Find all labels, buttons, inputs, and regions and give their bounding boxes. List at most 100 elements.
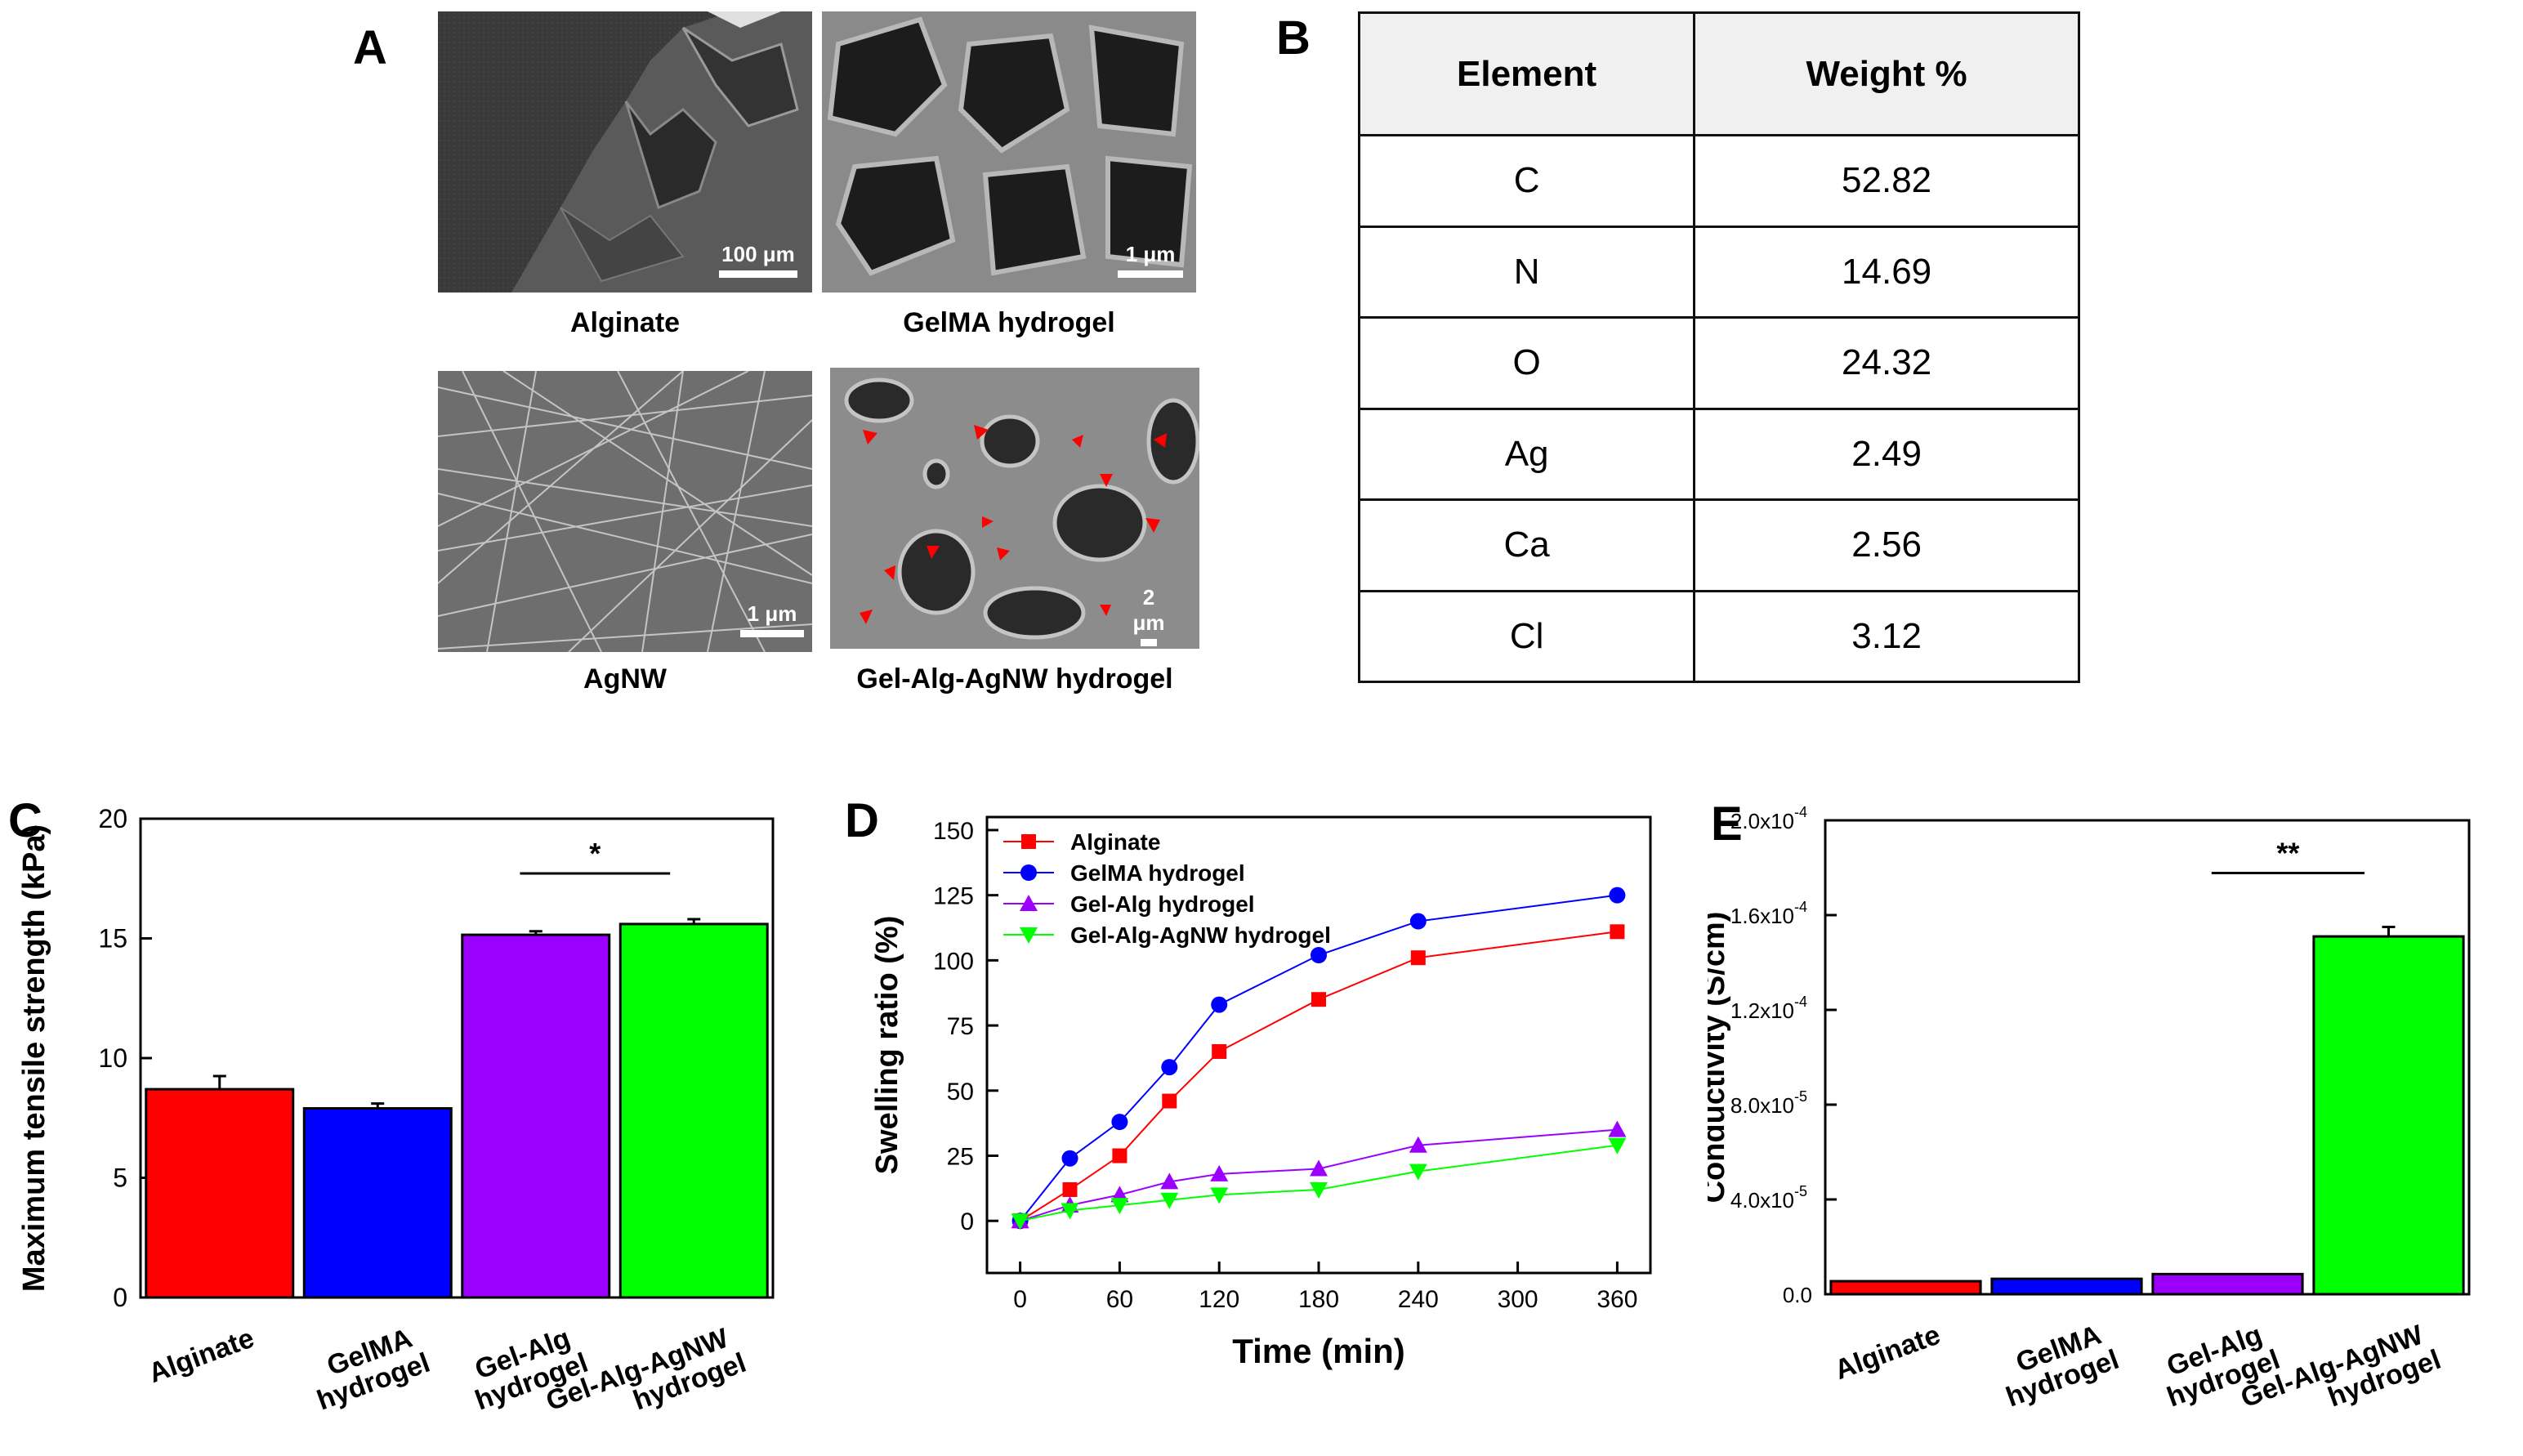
y-tick-label: 5 (113, 1163, 127, 1193)
element-cell: N (1357, 225, 1696, 319)
data-point (1608, 1137, 1627, 1155)
y-tick-exponent: -4 (1794, 804, 1807, 820)
element-cell: Ca (1357, 498, 1696, 592)
data-point (1210, 1164, 1229, 1181)
significance-label: * (589, 837, 601, 870)
scale-bar-label: 1 μm (747, 601, 797, 626)
y-tick-label: 15 (98, 924, 127, 954)
y-tick-label: 20 (98, 804, 127, 833)
y-tick-label: 2.0x10 (1730, 809, 1794, 833)
scale-bar-label: 100 μm (721, 242, 795, 266)
table-row: N 14.69 (1357, 225, 2080, 319)
bar-2 (302, 1107, 453, 1299)
weight-cell: 52.82 (1693, 134, 2080, 228)
weight-cell: 2.49 (1693, 407, 2080, 501)
sem-caption-gelma: GelMA hydrogel (903, 307, 1115, 338)
scale-bar-label: 1 μm (1125, 242, 1176, 266)
bar-4 (2312, 935, 2465, 1296)
data-point (1212, 1043, 1227, 1059)
panel-label-a: A (353, 21, 387, 74)
chart-swelling-ratio: 0 25 50 75 100 125 150 0 60 120 180 240 300 360 Time (… (870, 815, 1652, 1370)
data-point (1112, 1148, 1128, 1163)
category-label-4: Gel-Alg-AgNWhydrogel (542, 1320, 750, 1445)
table-row: Ag 2.49 (1357, 407, 2080, 501)
data-point (1111, 1114, 1128, 1131)
legend-marker (1020, 864, 1037, 881)
y-tick-label: 75 (947, 1013, 974, 1040)
sem-caption-agnw: AgNW (583, 663, 667, 695)
scale-bar-gel-alg-agnw: 2 μm (1124, 585, 1173, 646)
data-point (1162, 1093, 1177, 1109)
data-point (1409, 913, 1427, 930)
data-point (1608, 1120, 1627, 1137)
y-tick-label: 0 (960, 1208, 974, 1235)
weight-cell: 3.12 (1693, 589, 2080, 683)
x-tick-label: 300 (1498, 1286, 1538, 1313)
table-row: O 24.32 (1357, 316, 2080, 410)
y-axis-label: Maximum tensile strength (kPa) (17, 824, 51, 1292)
weight-cell: 14.69 (1693, 225, 2080, 319)
category-label-line: Alginate (1831, 1320, 1945, 1387)
data-point (1409, 1163, 1427, 1181)
bar-3 (461, 933, 611, 1299)
y-tick-exponent: -4 (1794, 994, 1807, 1010)
y-tick-exponent: -5 (1794, 1088, 1807, 1105)
legend-label-2: GelMA hydrogel (1070, 860, 1245, 886)
category-label-1: Alginate (145, 1323, 258, 1390)
legend-label-1: Alginate (1070, 829, 1160, 855)
series-line-4 (1020, 1144, 1618, 1222)
y-tick-label: 4.0x10 (1730, 1188, 1794, 1213)
plot-frame (1824, 819, 2471, 1296)
sem-image-agnw: 1 μm (438, 371, 812, 652)
y-tick-label: 150 (933, 818, 974, 845)
y-tick-label: 125 (933, 883, 974, 910)
y-tick-label: 10 (98, 1043, 127, 1073)
legend-marker (1021, 834, 1036, 849)
data-point (1210, 1187, 1229, 1204)
x-tick-label: 360 (1596, 1286, 1637, 1313)
element-cell: O (1357, 316, 1696, 410)
x-tick-label: 240 (1398, 1286, 1439, 1313)
panel-label-b: B (1276, 11, 1311, 65)
bar-2 (1990, 1277, 2143, 1296)
data-point (1610, 924, 1625, 940)
data-point (1161, 1059, 1178, 1076)
scale-bar-label: 2 μm (1132, 585, 1165, 635)
weight-cell: 24.32 (1693, 316, 2080, 410)
y-tick-label: 8.0x10 (1730, 1093, 1794, 1118)
panel-label-e: E (1711, 797, 1743, 851)
legend-label-4: Gel-Alg-AgNW hydrogel (1070, 922, 1331, 948)
y-tick-label: 0.0 (1783, 1283, 1812, 1307)
sem-image-alginate: 100 μm (438, 11, 812, 293)
chart-conductivity: 0.04.0x10 -58.0x10 -51.2x10 -41.6x10 -42.0x1… (1708, 804, 2471, 1414)
scale-bar-gelma: 1 μm (1118, 242, 1183, 278)
data-point (1311, 946, 1327, 963)
category-label-line: Alginate (145, 1323, 258, 1390)
y-tick-exponent: -5 (1794, 1183, 1807, 1199)
data-point (1061, 1203, 1079, 1220)
data-point (1110, 1198, 1129, 1215)
significance-label: ** (2276, 837, 2299, 870)
element-cell: Cl (1357, 589, 1696, 683)
y-tick-label: 25 (947, 1144, 974, 1171)
sem-image-gelma: 1 μm (822, 11, 1196, 293)
y-tick-exponent: -4 (1794, 899, 1807, 915)
chart-tensile-strength: 0 5 10 15 20 Maximum tensile strength (kPa) Al… (17, 804, 775, 1445)
y-tick-label: 1.6x10 (1730, 904, 1794, 928)
data-point (1311, 992, 1326, 1007)
data-point (1061, 1150, 1078, 1167)
data-point (1160, 1192, 1179, 1209)
sem-image-gel-alg-agnw: 2 μm (830, 368, 1199, 649)
y-tick-label: 50 (947, 1079, 974, 1105)
panel-label-d: D (845, 794, 879, 847)
data-point (1062, 1181, 1078, 1197)
bar-4 (618, 922, 769, 1299)
column-header-weight: Weight % (1693, 11, 2080, 136)
y-tick-label: 1.2x10 (1730, 998, 1794, 1023)
scale-bar-alginate: 100 μm (719, 242, 797, 278)
column-header-element: Element (1357, 11, 1696, 136)
y-axis-label: Conductivity (S/cm) (1708, 912, 1731, 1204)
data-point (1410, 950, 1426, 966)
series-line-2 (1019, 894, 1618, 1222)
category-label-1: Alginate (1831, 1320, 1945, 1387)
